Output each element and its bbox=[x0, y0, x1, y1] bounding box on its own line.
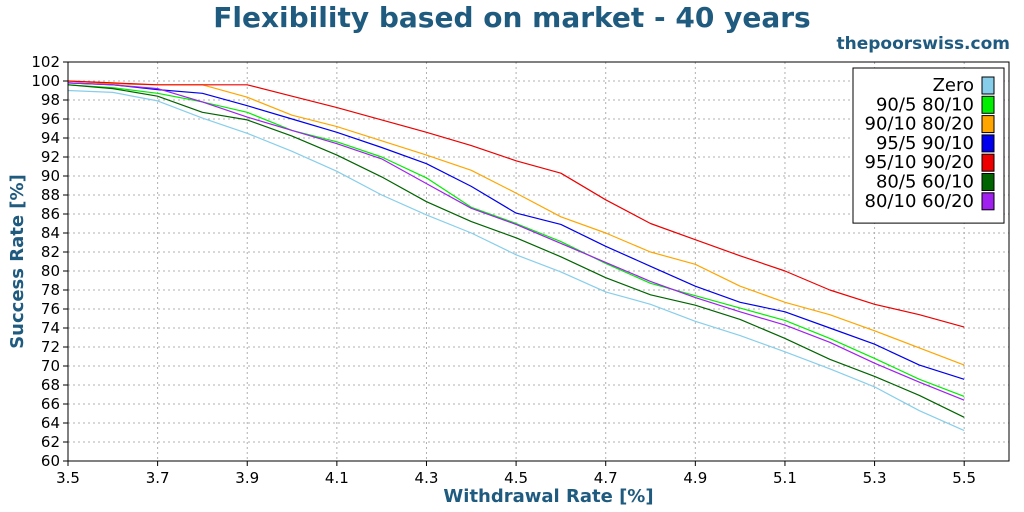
legend-swatch bbox=[981, 95, 995, 114]
y-tick-label: 74 bbox=[41, 319, 60, 337]
series-line-3 bbox=[67, 82, 965, 380]
legend-box bbox=[852, 67, 1005, 224]
legend-label: 80/10 60/20 bbox=[865, 191, 974, 212]
y-tick-label: 64 bbox=[41, 414, 60, 432]
y-tick-label: 72 bbox=[41, 338, 60, 356]
legend-swatch bbox=[981, 115, 995, 134]
y-tick-label: 80 bbox=[41, 262, 60, 280]
series-line-5 bbox=[67, 84, 965, 418]
series-line-6 bbox=[67, 82, 965, 401]
y-tick-label: 70 bbox=[41, 357, 60, 375]
series-line-4 bbox=[67, 80, 965, 328]
y-tick-label: 78 bbox=[41, 281, 60, 299]
y-tick-label: 60 bbox=[41, 452, 60, 470]
legend-label: 95/5 90/10 bbox=[876, 133, 974, 154]
y-tick-label: 68 bbox=[41, 376, 60, 394]
y-tick-label: 100 bbox=[31, 72, 60, 90]
chart-subtitle: thepoorswiss.com bbox=[836, 34, 1011, 54]
x-tick-label: 5.3 bbox=[863, 469, 887, 487]
x-tick-label: 4.7 bbox=[594, 469, 618, 487]
legend-swatch bbox=[981, 76, 995, 95]
y-tick-label: 98 bbox=[41, 91, 60, 109]
y-axis-label: Success Rate [%] bbox=[7, 174, 28, 349]
x-tick-label: 4.5 bbox=[504, 469, 528, 487]
x-tick-label: 3.7 bbox=[146, 469, 170, 487]
y-tick-label: 62 bbox=[41, 433, 60, 451]
x-tick-label: 3.9 bbox=[235, 469, 259, 487]
y-tick-label: 94 bbox=[41, 129, 60, 147]
legend-label: 80/5 60/10 bbox=[876, 172, 974, 193]
y-tick-label: 96 bbox=[41, 110, 60, 128]
x-tick-label: 5.1 bbox=[773, 469, 797, 487]
legend-label: Zero bbox=[933, 75, 974, 96]
x-tick-label: 4.9 bbox=[683, 469, 707, 487]
y-tick-label: 88 bbox=[41, 186, 60, 204]
legend-label: 90/10 80/20 bbox=[865, 114, 974, 135]
y-tick-label: 66 bbox=[41, 395, 60, 413]
legend-label: 95/10 90/20 bbox=[865, 152, 974, 173]
y-tick-label: 84 bbox=[41, 224, 60, 242]
series-line-1 bbox=[67, 84, 965, 397]
y-tick-label: 86 bbox=[41, 205, 60, 223]
plot-frame bbox=[67, 61, 1010, 462]
y-tick-label: 92 bbox=[41, 148, 60, 166]
y-tick-label: 76 bbox=[41, 300, 60, 318]
y-tick-label: 82 bbox=[41, 243, 60, 261]
series-line-0 bbox=[67, 89, 965, 432]
legend-swatch bbox=[981, 173, 995, 191]
y-tick-label: 90 bbox=[41, 167, 60, 185]
legend-label: 90/5 80/10 bbox=[876, 94, 974, 115]
series-line-2 bbox=[67, 80, 965, 366]
x-tick-label: 4.1 bbox=[325, 469, 349, 487]
legend-swatch bbox=[981, 153, 995, 172]
x-tick-label: 4.3 bbox=[415, 469, 439, 487]
y-tick-label: 102 bbox=[31, 53, 60, 71]
x-tick-label: 5.5 bbox=[952, 469, 976, 487]
x-tick-label: 3.5 bbox=[56, 469, 80, 487]
legend-swatch bbox=[981, 134, 995, 153]
chart-title: Flexibility based on market - 40 years bbox=[213, 1, 811, 34]
legend-swatch bbox=[981, 192, 995, 211]
x-axis-label: Withdrawal Rate [%] bbox=[443, 486, 653, 507]
